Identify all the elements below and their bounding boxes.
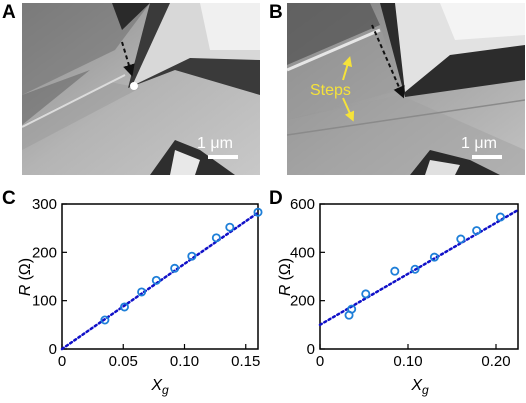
y-tick-label: 200 xyxy=(32,244,57,261)
steps-annotation: Steps xyxy=(310,82,351,99)
y-axis-label-d: R(Ω) xyxy=(277,258,294,296)
data-point xyxy=(472,226,482,236)
chart-d: D 0 0.10 0.20 0 200 400 600 R(Ω) Xg xyxy=(269,188,520,397)
plot-frame-c xyxy=(61,203,259,350)
x-tick-label: 0 xyxy=(316,353,324,370)
data-point xyxy=(170,263,180,273)
data-point xyxy=(187,251,197,261)
y-tick-label: 600 xyxy=(290,196,315,213)
micrograph-b xyxy=(287,3,525,175)
panel-label-d: D xyxy=(269,188,283,209)
data-point xyxy=(361,289,371,299)
x-ticks-d: 0 0.10 0.20 xyxy=(316,344,511,370)
points-d xyxy=(344,212,505,320)
panel-label-c: C xyxy=(2,188,16,209)
x-tick-label: 0 xyxy=(58,353,66,370)
scale-bar-label-b: 1 μm xyxy=(461,135,497,152)
x-axis-label-c: Xg xyxy=(150,377,169,397)
scale-bar-a xyxy=(208,155,238,159)
panel-label-b: B xyxy=(269,2,283,23)
data-point xyxy=(253,207,263,217)
x-axis-label-d: Xg xyxy=(410,377,429,397)
y-tick-label: 0 xyxy=(307,341,315,358)
y-tick-label: 100 xyxy=(32,293,57,310)
plot-frame-d xyxy=(319,203,519,350)
data-point xyxy=(151,275,161,285)
data-point xyxy=(429,252,439,262)
data-point xyxy=(456,234,466,244)
x-tick-label: 0.20 xyxy=(481,353,510,370)
data-point xyxy=(211,233,221,243)
scale-bar-b xyxy=(472,155,502,159)
data-point xyxy=(390,266,400,276)
panel-label-a: A xyxy=(2,2,16,23)
y-tick-label: 300 xyxy=(32,196,57,213)
points-c xyxy=(100,207,263,325)
data-point xyxy=(100,315,110,325)
y-ticks-d: 0 200 400 600 xyxy=(290,196,325,358)
chart-c: C 0 0.05 0.10 0.15 0 100 200 300 R(Ω) Xg xyxy=(2,188,263,397)
x-tick-label: 0.10 xyxy=(170,353,199,370)
y-axis-label-c: R(Ω) xyxy=(17,258,34,296)
data-point xyxy=(137,287,147,297)
x-tick-label: 0.15 xyxy=(231,353,260,370)
data-point xyxy=(347,304,357,314)
y-tick-label: 200 xyxy=(290,293,315,310)
y-ticks-c: 0 100 200 300 xyxy=(32,196,67,358)
data-point xyxy=(119,302,129,312)
scale-bar-label-a: 1 μm xyxy=(197,135,233,152)
x-tick-label: 0.10 xyxy=(393,353,422,370)
x-tick-label: 0.05 xyxy=(109,353,138,370)
data-point xyxy=(495,212,505,222)
data-point xyxy=(225,222,235,232)
y-tick-label: 400 xyxy=(290,244,315,261)
x-ticks-c: 0 0.05 0.10 0.15 xyxy=(58,344,260,370)
y-tick-label: 0 xyxy=(49,341,57,358)
micrograph-a xyxy=(22,3,260,175)
data-point xyxy=(410,264,420,274)
